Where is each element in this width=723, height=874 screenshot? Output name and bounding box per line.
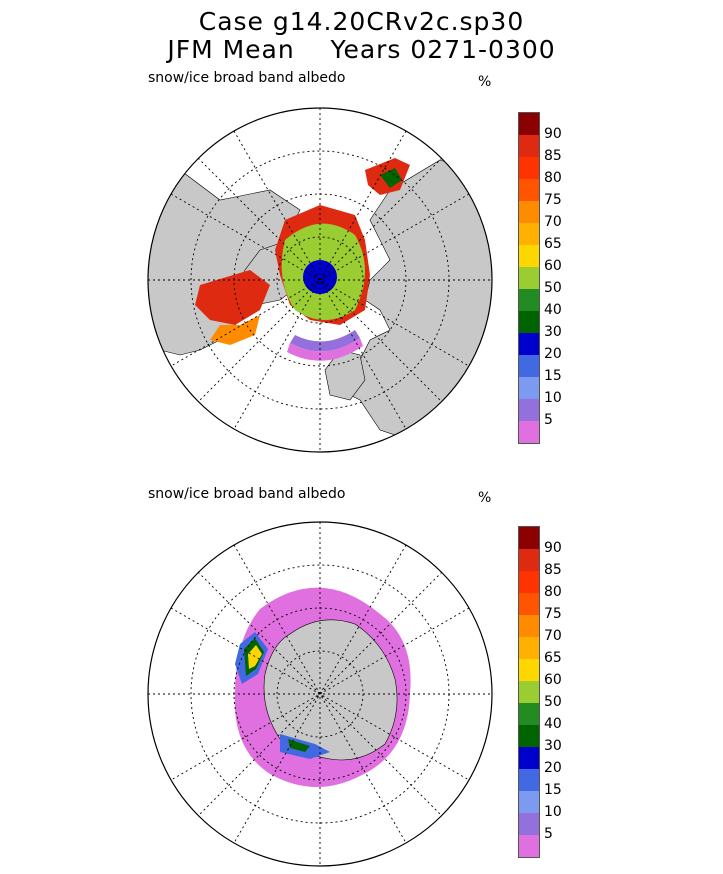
- north-polar-map: [147, 107, 493, 453]
- north-colorbar: [518, 112, 540, 444]
- colorbar-swatch: [519, 399, 539, 421]
- colorbar-tick-label: 40: [544, 302, 562, 318]
- colorbar-tick-label: 15: [544, 782, 562, 798]
- colorbar-tick-label: 80: [544, 170, 562, 186]
- colorbar-swatch: [519, 725, 539, 747]
- colorbar-swatch: [519, 659, 539, 681]
- scandinavia-landmass: [324, 349, 366, 401]
- colorbar-tick-label: 40: [544, 716, 562, 732]
- colorbar-tick-label: 65: [544, 650, 562, 666]
- colorbar-swatch: [519, 377, 539, 399]
- panel-north-variable: snow/ice broad band albedo: [148, 70, 346, 86]
- south-polar-map: [147, 521, 493, 867]
- colorbar-swatch: [519, 245, 539, 267]
- figure-title-period: JFM Mean Years 0271-0300: [167, 35, 556, 64]
- colorbar-swatch: [519, 681, 539, 703]
- colorbar-tick-label: 15: [544, 368, 562, 384]
- colorbar-tick-label: 50: [544, 694, 562, 710]
- north-albedo-field-kara-green: [380, 168, 402, 188]
- panel-north-unit: %: [478, 74, 492, 90]
- colorbar-swatch: [519, 835, 539, 857]
- colorbar-swatch: [519, 355, 539, 377]
- north-pole-hole-20: [303, 260, 337, 294]
- colorbar-swatch: [519, 135, 539, 157]
- colorbar-tick-label: 70: [544, 628, 562, 644]
- colorbar-tick-label: 20: [544, 760, 562, 776]
- colorbar-tick-label: 85: [544, 562, 562, 578]
- colorbar-swatch: [519, 311, 539, 333]
- colorbar-swatch: [519, 615, 539, 637]
- colorbar-tick-label: 5: [544, 412, 553, 428]
- north-albedo-field-edge-75: [210, 315, 260, 345]
- colorbar-tick-label: 30: [544, 738, 562, 754]
- south-colorbar: [518, 526, 540, 858]
- colorbar-swatch: [519, 201, 539, 223]
- colorbar-swatch: [519, 289, 539, 311]
- colorbar-swatch: [519, 703, 539, 725]
- colorbar-swatch: [519, 333, 539, 355]
- colorbar-swatch: [519, 813, 539, 835]
- colorbar-tick-label: 30: [544, 324, 562, 340]
- colorbar-tick-label: 5: [544, 826, 553, 842]
- south-albedo-ross-green: [288, 739, 310, 752]
- colorbar-swatch: [519, 593, 539, 615]
- colorbar-tick-label: 20: [544, 346, 562, 362]
- colorbar-swatch: [519, 549, 539, 571]
- north-albedo-field-canada-85: [195, 270, 270, 325]
- colorbar-tick-label: 50: [544, 280, 562, 296]
- colorbar-swatch: [519, 747, 539, 769]
- colorbar-tick-label: 75: [544, 606, 562, 622]
- colorbar-swatch: [519, 571, 539, 593]
- north-map-boundary: [147, 107, 493, 453]
- colorbar-swatch: [519, 157, 539, 179]
- figure-title-case: Case g14.20CRv2c.sp30: [198, 7, 525, 36]
- north-graticule: [148, 108, 492, 452]
- colorbar-tick-label: 80: [544, 584, 562, 600]
- colorbar-tick-label: 90: [544, 126, 562, 142]
- colorbar-tick-label: 75: [544, 192, 562, 208]
- north-albedo-edge-purple: [290, 330, 360, 352]
- colorbar-tick-label: 10: [544, 390, 562, 406]
- colorbar-tick-label: 60: [544, 258, 562, 274]
- colorbar-swatch: [519, 113, 539, 135]
- colorbar-tick-label: 65: [544, 236, 562, 252]
- colorbar-swatch: [519, 527, 539, 549]
- colorbar-tick-label: 70: [544, 214, 562, 230]
- colorbar-swatch: [519, 791, 539, 813]
- colorbar-swatch: [519, 637, 539, 659]
- colorbar-swatch: [519, 267, 539, 289]
- panel-south-variable: snow/ice broad band albedo: [148, 486, 346, 502]
- colorbar-tick-label: 90: [544, 540, 562, 556]
- colorbar-swatch: [519, 223, 539, 245]
- colorbar-swatch: [519, 179, 539, 201]
- colorbar-tick-label: 85: [544, 148, 562, 164]
- south-graticule: [148, 522, 492, 866]
- colorbar-tick-label: 10: [544, 804, 562, 820]
- colorbar-swatch: [519, 769, 539, 791]
- colorbar-tick-label: 60: [544, 672, 562, 688]
- panel-south-unit: %: [478, 490, 492, 506]
- north-albedo-edge-pink: [287, 338, 363, 361]
- colorbar-swatch: [519, 421, 539, 443]
- south-albedo-weddell-yellow: [248, 645, 262, 669]
